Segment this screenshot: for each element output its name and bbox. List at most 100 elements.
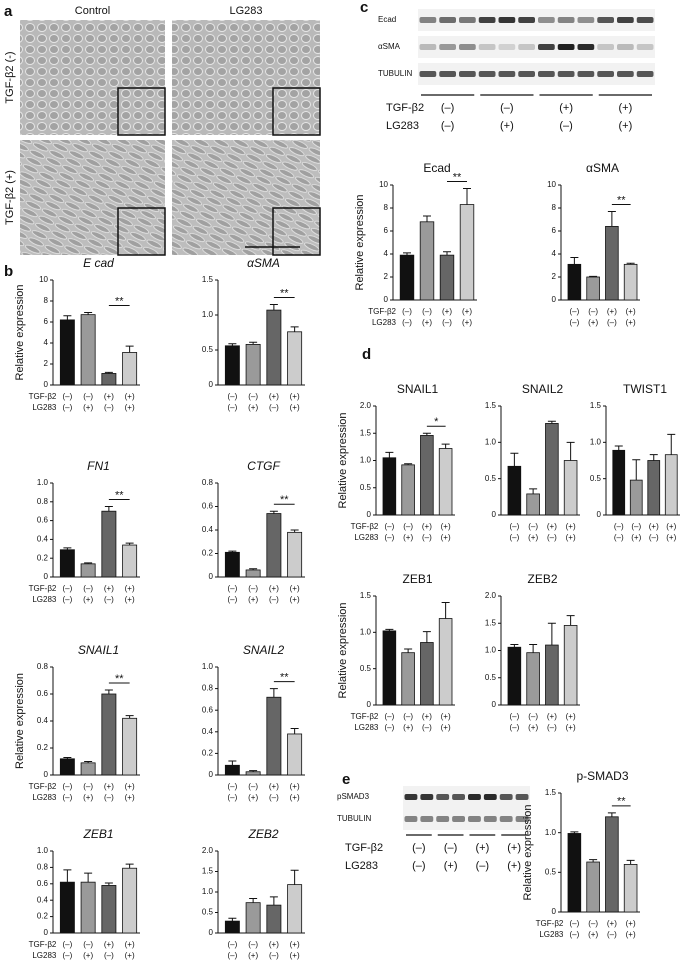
band-label: TUBULIN [378, 69, 412, 78]
blot-band [419, 44, 437, 50]
blot-band [518, 17, 535, 23]
condition-label: (–) [227, 940, 237, 949]
error-bar [269, 688, 278, 698]
y-tick-label: 0.6 [202, 502, 214, 511]
bar [122, 352, 138, 386]
error-bar [269, 304, 278, 311]
bar [420, 435, 434, 516]
column-label: LG283 [229, 5, 262, 17]
bar [101, 885, 117, 934]
error-bar [632, 459, 641, 481]
bar [266, 904, 282, 934]
condition-label: (–) [104, 595, 114, 604]
condition-label: (+) [626, 318, 636, 327]
blot-band [404, 794, 418, 800]
blot-strip [418, 9, 655, 31]
bar [382, 630, 397, 706]
error-bar [84, 562, 93, 564]
condition-label: (–) [384, 533, 394, 542]
error-bar [63, 315, 72, 320]
significance-label: * [434, 416, 439, 428]
condition-name: TGF-β2 [351, 712, 379, 721]
error-bar [125, 715, 134, 719]
condition-label: (–) [528, 522, 538, 531]
condition-name: LG283 [345, 860, 378, 872]
condition-label: (+) [547, 712, 557, 721]
condition-label: (+) [422, 522, 432, 531]
condition-label: (+) [500, 120, 514, 132]
condition-label: (–) [412, 860, 425, 872]
chart-title: αSMA [586, 161, 619, 175]
significance-label: ** [115, 295, 124, 307]
chart-title: Ecad [423, 161, 450, 175]
blot-band [597, 17, 614, 23]
bar [224, 920, 240, 934]
condition-label: (–) [227, 584, 237, 593]
condition-label: (+) [442, 307, 452, 316]
chart-title: SNAIL1 [78, 643, 119, 657]
bar [224, 345, 240, 386]
y-tick-label: 1.0 [545, 828, 557, 837]
condition-label: (+) [125, 595, 135, 604]
blot-band [459, 44, 476, 50]
bar [586, 861, 600, 913]
condition-label: (–) [442, 318, 452, 327]
blot-strip [403, 786, 530, 808]
y-tick-label: 0.5 [360, 664, 372, 673]
error-bar [84, 872, 93, 883]
y-tick-label: 0 [597, 510, 602, 519]
bar [419, 221, 435, 301]
bar [101, 373, 117, 386]
chart-title: TWIST1 [623, 382, 667, 396]
condition-label: (+) [422, 318, 432, 327]
condition-label: (+) [269, 940, 279, 949]
chart-title: ZEB2 [527, 572, 557, 586]
y-tick-label: 0 [44, 770, 49, 779]
column-label: Control [75, 5, 110, 17]
condition-label: (+) [441, 522, 451, 531]
y-tick-label: 1.0 [360, 627, 372, 636]
condition-label: (+) [528, 533, 538, 542]
condition-label: (+) [462, 318, 472, 327]
condition-label: (+) [290, 940, 300, 949]
y-tick-label: 4 [384, 249, 389, 258]
condition-label: (–) [403, 522, 413, 531]
condition-label: (+) [666, 533, 676, 542]
condition-label: (–) [509, 533, 519, 542]
error-bar [249, 568, 258, 570]
panel-label: a [4, 3, 13, 20]
condition-label: (–) [227, 793, 237, 802]
condition-label: (+) [290, 793, 300, 802]
inset [272, 87, 321, 136]
y-axis-label: Relative expression [522, 805, 534, 901]
condition-name: TGF-β2 [368, 307, 396, 316]
y-tick-label: 0 [552, 295, 557, 304]
bar [438, 618, 453, 706]
condition-label: (+) [248, 403, 258, 412]
condition-name: TGF-β2 [29, 940, 57, 949]
blot-band [636, 44, 654, 50]
chart-title: p-SMAD3 [576, 769, 628, 783]
chart-title: ZEB1 [82, 827, 113, 841]
blot-band [404, 816, 418, 822]
y-tick-label: 0.4 [37, 535, 49, 544]
error-bar [510, 452, 519, 467]
condition-label: (+) [104, 584, 114, 593]
y-tick-label: 0.5 [360, 483, 372, 492]
significance-label: ** [115, 489, 124, 501]
condition-label: (–) [248, 584, 258, 593]
blot-band [499, 794, 513, 800]
y-tick-label: 1.5 [360, 591, 372, 600]
error-bar [269, 510, 278, 514]
condition-label: (–) [62, 940, 72, 949]
error-bar [104, 506, 113, 512]
condition-label: (–) [547, 533, 557, 542]
y-tick-label: 2 [44, 359, 49, 368]
error-bar [249, 898, 258, 903]
condition-label: (–) [62, 584, 72, 593]
error-bar [441, 443, 450, 449]
condition-label: (+) [125, 951, 135, 960]
condition-label: (–) [227, 951, 237, 960]
condition-label: (+) [566, 533, 576, 542]
